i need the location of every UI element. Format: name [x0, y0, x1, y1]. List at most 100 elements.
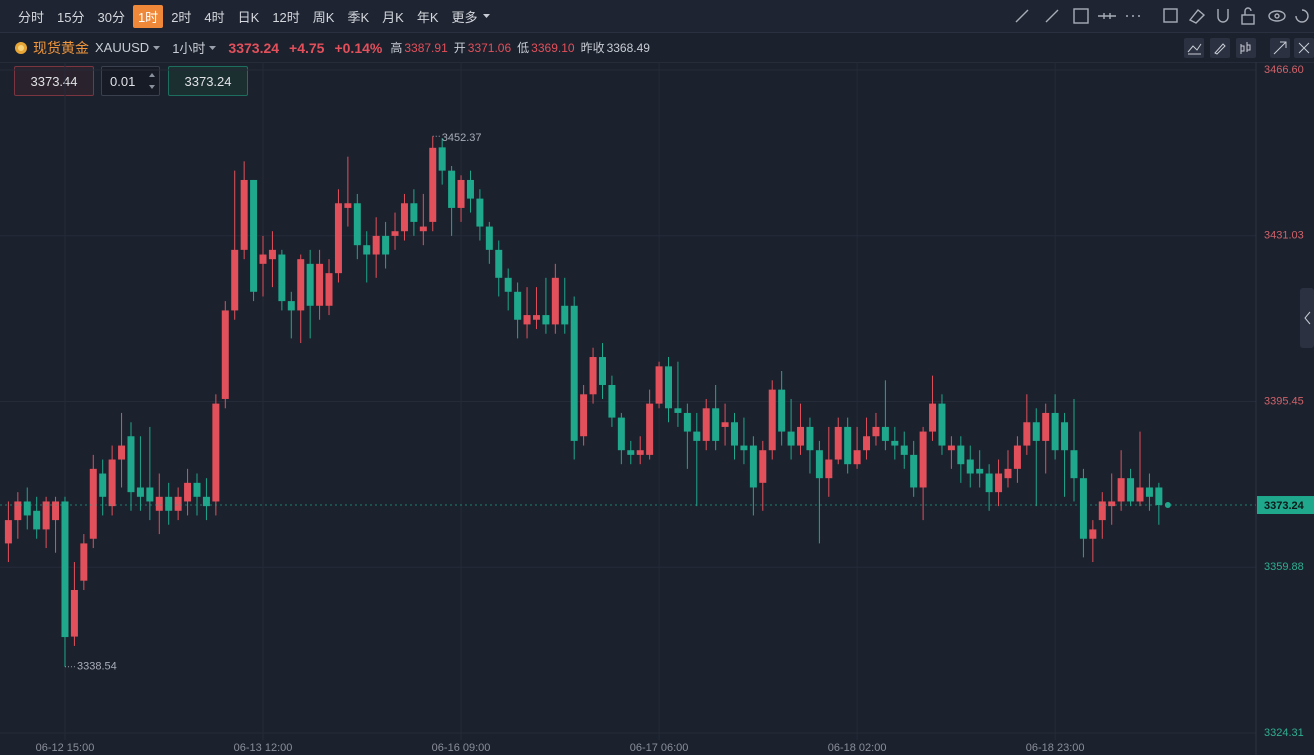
spinner[interactable]: [146, 68, 158, 94]
chart-tools: [1184, 38, 1314, 58]
candle-body: [1136, 487, 1144, 502]
symbol-bar: 现货黄金 XAUUSD 1小时 3373.24 +4.75 +0.14% 高 3…: [0, 33, 1314, 63]
candle-body: [212, 403, 220, 502]
candle-body: [382, 235, 390, 255]
candle-body: [749, 445, 757, 488]
period-toolbar: 分时 15分 30分 1时 2时 4时 日K 12时 周K 季K 月K 年K 更多: [0, 0, 1314, 33]
candle-body: [844, 426, 852, 465]
candle-body: [1023, 422, 1031, 446]
candle-body: [1079, 478, 1087, 539]
symbol-name: 现货黄金: [33, 39, 89, 56]
candle-body: [344, 203, 352, 208]
candle-body: [165, 496, 173, 511]
period-tab[interactable]: 季K: [347, 9, 370, 25]
period-tab[interactable]: 15分: [57, 9, 85, 25]
candle-body: [259, 254, 267, 264]
caret: [153, 45, 161, 50]
high-value: 3387.91: [404, 40, 448, 55]
candle-body: [966, 459, 974, 474]
candle-body: [268, 249, 276, 260]
candle-body: [89, 468, 97, 539]
low-value: 3369.10: [531, 40, 575, 55]
x-tick-label: 06-16 09:00: [432, 742, 491, 754]
candle-body: [891, 440, 899, 446]
candle-body: [278, 254, 286, 302]
quantity-input[interactable]: 0.01: [101, 66, 160, 96]
period-tab[interactable]: 日K: [237, 9, 260, 25]
candle-body: [532, 315, 540, 320]
interval[interactable]: 1小时: [172, 41, 206, 56]
candle-body: [881, 426, 889, 441]
candle-body: [1098, 501, 1106, 521]
candle-body: [202, 496, 210, 507]
candle-body: [919, 431, 927, 488]
side-tab-arrow: [1304, 311, 1311, 325]
y-tick-label: 3359.88: [1264, 561, 1304, 573]
candle-body: [1070, 450, 1078, 479]
period-tab[interactable]: 1时: [132, 4, 164, 28]
candle-body: [985, 473, 993, 493]
candle-body: [589, 357, 597, 395]
period-tab[interactable]: 4时: [204, 9, 225, 25]
candle-body: [466, 179, 474, 199]
period-tab[interactable]: 分时: [18, 9, 45, 25]
candle-body: [542, 315, 550, 325]
period-tab[interactable]: 30分: [97, 9, 125, 25]
candle-body: [42, 501, 50, 530]
change-pct: +0.14%: [334, 39, 383, 56]
candle-body: [287, 301, 295, 311]
candle-body: [929, 403, 937, 432]
candle-body: [495, 249, 503, 278]
candle-body: [221, 310, 229, 399]
candle-body: [1051, 412, 1059, 451]
period-tab[interactable]: 月K: [382, 9, 404, 25]
period-tab[interactable]: 年K: [416, 9, 439, 25]
candle-body: [118, 445, 126, 460]
open-label: 开: [453, 41, 466, 55]
sell-price[interactable]: 3373.44: [14, 66, 94, 96]
x-tick-label: 06-18 02:00: [828, 742, 887, 754]
last-price: 3373.24: [228, 39, 280, 56]
buy-price[interactable]: 3373.24: [168, 66, 248, 96]
candle-body: [1042, 412, 1050, 441]
candle-body: [797, 426, 805, 446]
candle-body: [372, 235, 380, 255]
prev-close-value: 3368.49: [606, 40, 650, 55]
candle-body: [910, 454, 918, 488]
change: +4.75: [289, 39, 325, 56]
candle-body: [231, 249, 239, 311]
x-tick-label: 06-12 15:00: [36, 742, 95, 754]
candle-body: [636, 450, 644, 455]
candle-body: [240, 179, 248, 250]
live-dot: [1164, 502, 1171, 509]
candle-body: [193, 482, 201, 497]
candle-body: [646, 403, 654, 455]
period-tab[interactable]: 更多: [451, 9, 478, 25]
candle-body: [570, 305, 578, 441]
candle-body: [363, 245, 371, 255]
candle-body: [334, 203, 342, 274]
candle-body: [316, 263, 324, 306]
period-tab[interactable]: 2时: [171, 9, 192, 25]
candle-body: [457, 179, 465, 208]
x-tick-label: 06-17 06:00: [630, 742, 689, 754]
candle-body: [80, 543, 88, 581]
candle-body: [353, 203, 361, 246]
candle-body: [759, 450, 767, 483]
period-tab[interactable]: 周K: [312, 9, 335, 25]
candle-body: [410, 203, 418, 222]
candle-body: [863, 436, 871, 451]
period-tab[interactable]: 12时: [272, 9, 300, 25]
candle-body: [665, 366, 672, 409]
candle-body: [4, 520, 12, 544]
candle-body: [33, 510, 41, 530]
candle-body: [127, 436, 135, 493]
symbol-code[interactable]: XAUUSD: [95, 40, 150, 55]
y-tick-label: 3431.03: [1264, 230, 1304, 242]
candle-body: [391, 231, 399, 236]
side-tab[interactable]: [1300, 288, 1314, 348]
period-list: 分时 15分 30分 1时 2时 4时 日K 12时 周K 季K 月K 年K 更多: [0, 4, 486, 28]
candle-body: [674, 408, 682, 413]
